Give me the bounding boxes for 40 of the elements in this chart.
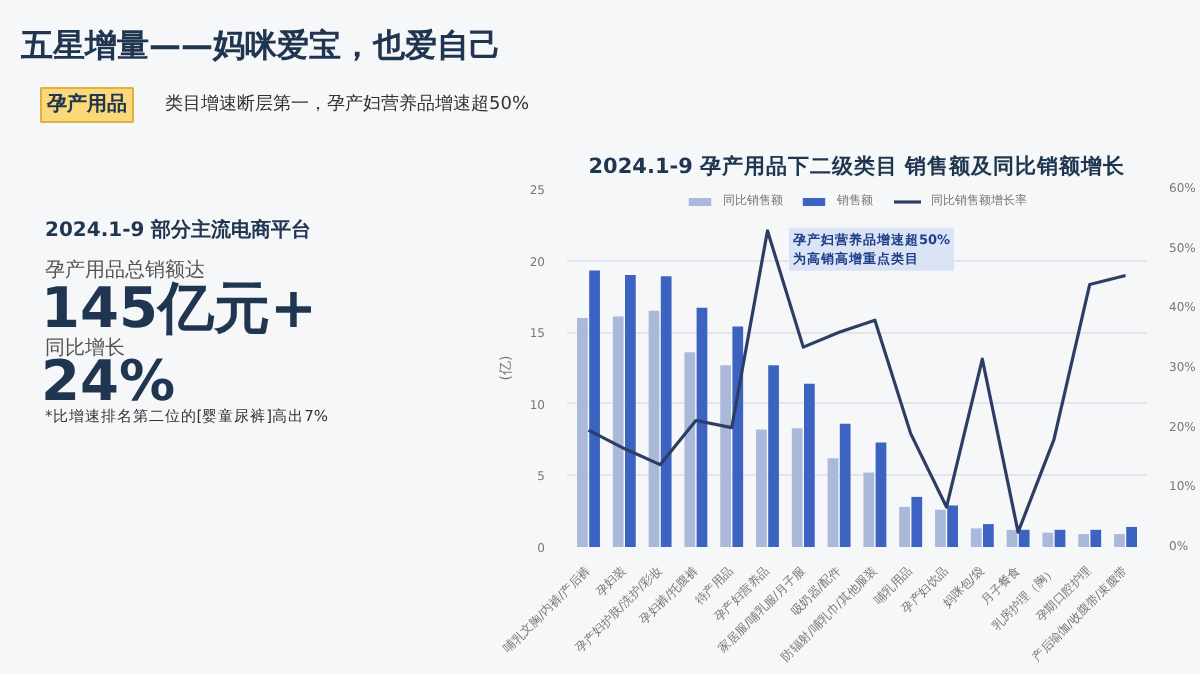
bar [577,317,588,547]
text: 同比增长 [45,335,125,360]
text: 孕产用品总销额达 [45,257,205,282]
bar [1054,529,1066,547]
bar [804,383,815,547]
bar [1090,529,1102,547]
bar [827,458,839,547]
bar [839,423,851,547]
bar [875,442,887,547]
bar [684,352,696,547]
text: 五星增量——妈咪爱宝，也爱自己 [19,26,501,64]
bar [935,509,946,547]
bar [696,307,708,547]
bar [648,310,660,547]
bar [899,506,910,547]
bar [863,472,875,547]
text: 孕产用品 [45,92,127,116]
chart-title: 2024.1-9 孕产用品下二级类目 销售额及同比销额增长 [588,153,1128,179]
bar [732,326,744,547]
bar [612,316,624,547]
text: 2024.1-9 部分主流电商平台 [45,217,312,242]
line-series [586,229,1128,534]
bar [1078,534,1089,547]
bar [625,274,636,547]
bar [768,365,779,547]
bar [1042,532,1054,547]
bar [970,528,982,547]
bar [911,496,923,547]
bar [660,276,672,547]
bar [1126,526,1137,547]
bar [589,270,600,547]
text: 类目增速断层第一，孕产妇营养品增速超50% [165,93,530,115]
bar [983,524,994,547]
bar [791,428,803,547]
bar [947,505,958,547]
bar [1006,529,1018,547]
bar [1018,529,1030,547]
bar [720,365,731,547]
bar [1114,534,1125,547]
bar [756,429,767,547]
